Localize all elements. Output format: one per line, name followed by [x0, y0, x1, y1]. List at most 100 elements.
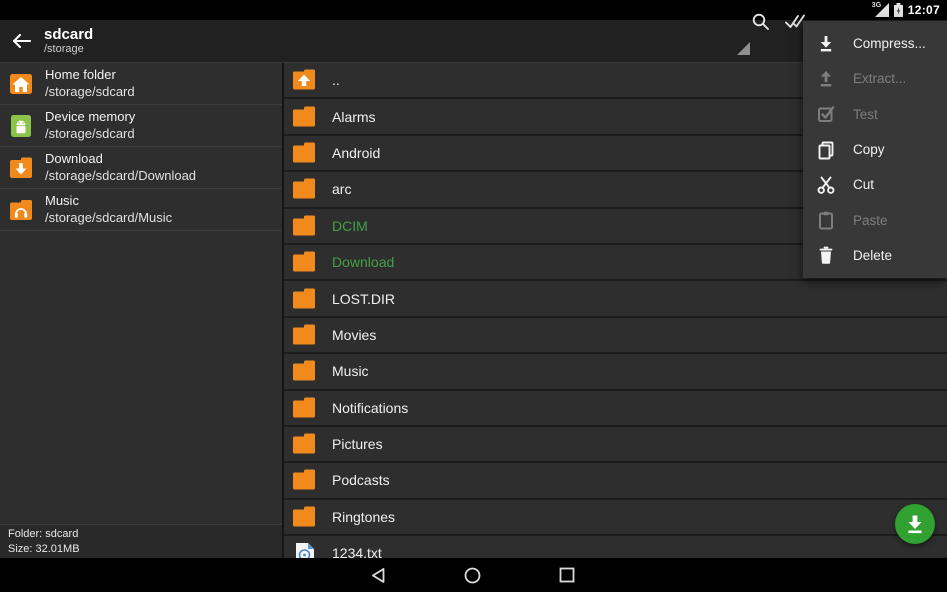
download-icon: [904, 513, 926, 535]
file-row-movies[interactable]: Movies: [284, 317, 947, 355]
bookmark-path: /storage/sdcard/Download: [45, 167, 197, 183]
file-name: Movies: [332, 326, 377, 343]
menu-item-copy[interactable]: Copy: [803, 132, 947, 167]
menu-item-label: Delete: [853, 247, 893, 263]
menu-item-label: Test: [853, 106, 878, 122]
menu-item-extract: Extract...: [803, 61, 947, 96]
file-name: Download: [332, 254, 395, 271]
back-button[interactable]: [0, 20, 44, 62]
select-all-button[interactable]: [777, 0, 813, 42]
current-path-subtitle: /storage: [44, 43, 84, 56]
bookmark-path: /storage/sdcard/Music: [45, 209, 173, 225]
bookmark-item-home-folder[interactable]: Home folder/storage/sdcard: [0, 63, 282, 105]
folder-icon: [292, 106, 318, 128]
folder-info-panel: Folder: sdcard Size: 32.01MB: [0, 524, 282, 558]
battery-icon: [893, 3, 903, 17]
folder-icon: [292, 506, 318, 528]
file-name: DCIM: [332, 217, 368, 234]
file-name: Ringtones: [332, 508, 396, 525]
menu-item-label: Extract...: [853, 71, 907, 87]
bookmark-item-download[interactable]: Download/storage/sdcard/Download: [0, 147, 282, 189]
file-row-lost-dir[interactable]: LOST.DIR: [284, 281, 947, 318]
parent-folder-icon: [292, 69, 318, 91]
menu-item-label: Copy: [853, 142, 885, 158]
test-icon: [816, 104, 836, 124]
nav-back-button[interactable]: [348, 558, 408, 592]
download-folder-icon: [8, 155, 34, 181]
cut-icon: [816, 175, 836, 195]
file-name: Music: [332, 363, 369, 380]
file-row-pictures[interactable]: Pictures: [284, 426, 947, 464]
recents-square-icon: [559, 567, 575, 583]
menu-item-cut[interactable]: Cut: [803, 167, 947, 202]
folder-icon: [292, 142, 318, 164]
app-bar: sdcard /storage: [0, 20, 947, 62]
location-title[interactable]: sdcard /storage: [44, 26, 93, 56]
bookmarks-sidebar: Home folder/storage/sdcard Device memory…: [0, 63, 284, 558]
file-row-notifications[interactable]: Notifications: [284, 390, 947, 427]
file-name: Notifications: [332, 399, 409, 416]
home-folder-icon: [8, 71, 34, 97]
file-row-podcasts[interactable]: Podcasts: [284, 463, 947, 500]
bookmark-path: /storage/sdcard: [45, 125, 135, 141]
text-file-icon: [292, 542, 318, 558]
file-name: LOST.DIR: [332, 290, 396, 307]
file-name: Podcasts: [332, 472, 390, 489]
clock: 12:07: [907, 3, 940, 17]
search-button[interactable]: [742, 0, 778, 42]
menu-item-paste: Paste: [803, 202, 947, 237]
context-menu: Compress... Extract... Test Copy Cut Pas…: [803, 21, 947, 278]
nav-home-button[interactable]: [442, 558, 502, 592]
extract-icon: [816, 69, 836, 89]
music-folder-icon: [8, 197, 34, 223]
folder-info-size: Size: 32.01MB: [8, 542, 80, 555]
bookmark-label: Music: [45, 193, 79, 209]
nav-recents-button[interactable]: [537, 558, 597, 592]
bookmark-label: Device memory: [45, 109, 136, 125]
file-row-1234-txt[interactable]: 1234.txt: [284, 536, 947, 558]
bookmark-list: Home folder/storage/sdcard Device memory…: [0, 63, 282, 231]
menu-item-label: Compress...: [853, 36, 926, 52]
sort-grip-icon[interactable]: [737, 42, 750, 55]
folder-icon: [292, 433, 318, 455]
file-name: arc: [332, 181, 352, 198]
file-name: Alarms: [332, 108, 376, 125]
back-triangle-icon: [370, 567, 387, 584]
fab-compress-button[interactable]: [895, 504, 935, 544]
compress-icon: [816, 34, 836, 54]
menu-item-compress[interactable]: Compress...: [803, 26, 947, 61]
folder-icon: [292, 397, 318, 419]
bookmark-item-music[interactable]: Music/storage/sdcard/Music: [0, 189, 282, 231]
folder-icon: [292, 288, 318, 310]
folder-icon: [292, 469, 318, 491]
copy-icon: [816, 140, 836, 160]
folder-info-name: Folder: sdcard: [8, 527, 79, 540]
home-circle-icon: [464, 567, 481, 584]
cell-signal-icon: 3G: [871, 2, 889, 17]
paste-icon: [816, 210, 836, 230]
bookmark-label: Home folder: [45, 67, 116, 83]
folder-icon: [292, 360, 318, 382]
network-type-label: 3G: [871, 2, 882, 9]
file-row-music[interactable]: Music: [284, 354, 947, 391]
device-memory-icon: [8, 113, 34, 139]
delete-icon: [816, 245, 836, 265]
file-name: Android: [332, 144, 381, 161]
menu-item-label: Paste: [853, 212, 888, 228]
status-bar: 3G 12:07: [0, 0, 947, 20]
menu-item-delete[interactable]: Delete: [803, 238, 947, 273]
folder-icon: [292, 251, 318, 273]
file-name: ..: [332, 72, 340, 89]
bookmark-item-device-memory[interactable]: Device memory/storage/sdcard: [0, 105, 282, 147]
content-area: Home folder/storage/sdcard Device memory…: [0, 62, 947, 558]
bookmark-label: Download: [45, 151, 103, 167]
file-row-ringtones[interactable]: Ringtones: [284, 499, 947, 537]
menu-item-label: Cut: [853, 177, 875, 193]
file-name: Pictures: [332, 436, 383, 453]
folder-icon: [292, 324, 318, 346]
android-nav-bar: [0, 558, 947, 592]
folder-icon: [292, 215, 318, 237]
folder-icon: [292, 178, 318, 200]
menu-item-test: Test: [803, 97, 947, 132]
